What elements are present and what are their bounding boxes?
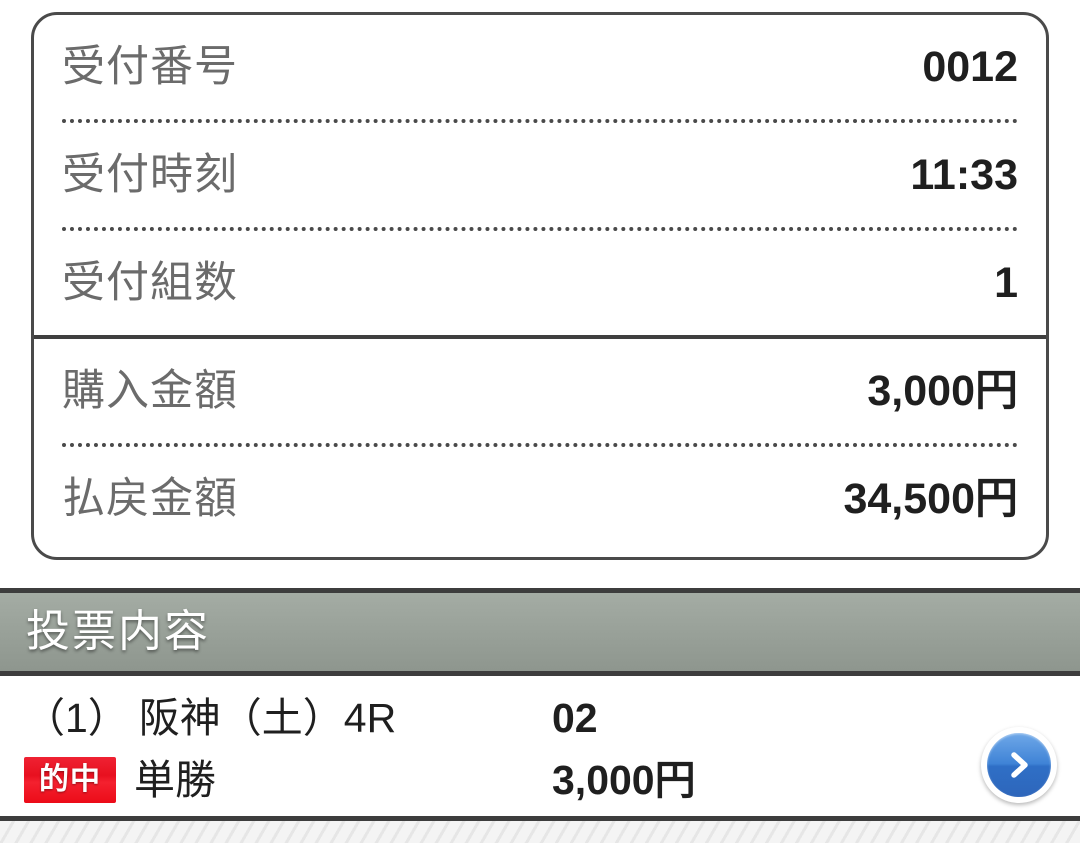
bet-amount: 3,000円 [552,756,696,803]
bet-sequence-number: （1） [24,694,129,741]
bet-line-primary: （1） 阪神（土）4R 02 [0,689,1080,747]
summary-label-reception-time: 受付時刻 [62,150,238,199]
summary-divider-3 [34,335,1046,339]
summary-divider-2 [62,227,1018,231]
summary-divider-1 [62,119,1018,123]
bet-detail-arrow-button[interactable] [981,727,1057,803]
summary-label-reception-number: 受付番号 [62,42,238,91]
section-header-title: 投票内容 [26,607,210,656]
summary-row-purchase-amount: 購入金額 3,000円 [34,339,1046,443]
bet-primary-left: （1） 阪神（土）4R [24,689,544,747]
summary-row-reception-time: 受付時刻 11:33 [34,123,1046,227]
summary-label-purchase-amount: 購入金額 [62,366,238,415]
status-badge-hit: 的中 [24,757,116,803]
bet-track-and-race: 阪神（土）4R [138,694,397,741]
summary-divider-4 [62,443,1018,447]
striped-footer [0,821,1080,843]
summary-value-bet-count: 1 [994,258,1018,307]
summary-label-bet-count: 受付組数 [62,258,238,307]
summary-row-bet-count: 受付組数 1 [34,231,1046,335]
summary-row-payout-amount: 払戻金額 34,500円 [34,447,1046,551]
summary-value-purchase-amount: 3,000円 [867,366,1018,415]
summary-value-payout-amount: 34,500円 [843,474,1018,523]
bet-secondary-right: 3,000円 [552,751,912,809]
summary-label-payout-amount: 払戻金額 [62,474,238,523]
summary-row-reception-number: 受付番号 0012 [34,15,1046,119]
bet-line-secondary: 的中 単勝 3,000円 [0,751,1080,809]
section-header-bet-details: 投票内容 [0,588,1080,676]
bet-selection: 02 [552,694,598,741]
bet-primary-right: 02 [552,689,912,747]
summary-value-reception-time: 11:33 [910,150,1018,199]
summary-value-reception-number: 0012 [922,42,1018,91]
bet-list-item[interactable]: （1） 阪神（土）4R 02 的中 単勝 3,000円 [0,681,1080,821]
chevron-right-icon [987,733,1051,797]
receipt-summary-card: 受付番号 0012 受付時刻 11:33 受付組数 1 購入金額 3,000円 … [31,12,1049,560]
bet-type-label: 単勝 [134,756,216,803]
bet-secondary-left: 的中 単勝 [24,751,544,809]
